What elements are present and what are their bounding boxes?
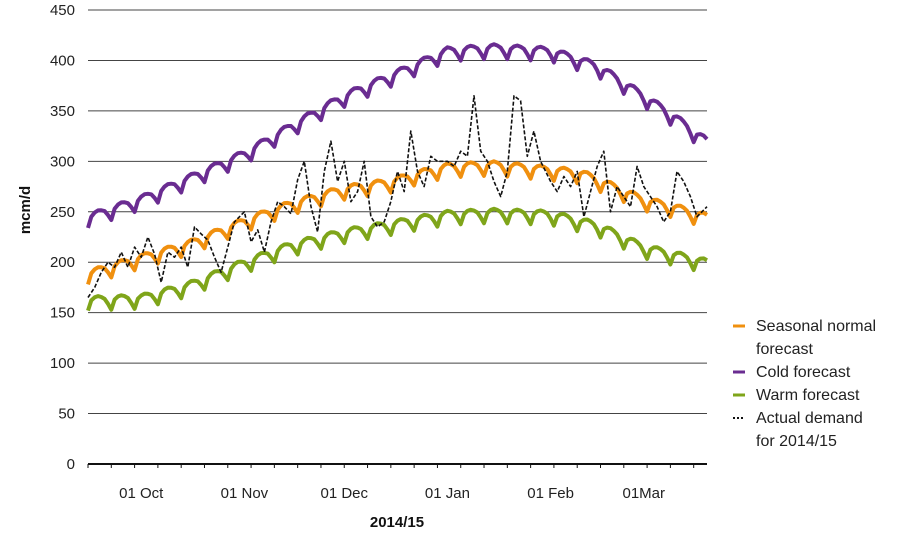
- series-line-1: [86, 42, 709, 229]
- series-line-3: [87, 95, 708, 298]
- x-tick-label: 01 Oct: [119, 485, 164, 502]
- y-axis-title: mcm/d: [17, 186, 34, 234]
- y-tick-label: 350: [50, 103, 75, 120]
- gridlines: [88, 9, 707, 415]
- y-tick-label: 200: [50, 254, 75, 271]
- x-tick-label: 01Mar: [623, 485, 666, 502]
- legend-label: for 2014/15: [756, 433, 837, 450]
- series-line-2: [86, 206, 708, 312]
- series-lines: [86, 42, 709, 312]
- legend-label: Cold forecast: [756, 364, 851, 381]
- y-tick-label: 300: [50, 153, 75, 170]
- x-tick-label: 01 Dec: [320, 485, 368, 502]
- legend-label: forecast: [756, 341, 813, 358]
- y-tick-label: 50: [58, 406, 75, 423]
- x-tick-label: 01 Feb: [527, 485, 574, 502]
- y-tick-label: 150: [50, 305, 75, 322]
- y-tick-label: 250: [50, 204, 75, 221]
- x-tick-label: 01 Jan: [425, 485, 470, 502]
- x-axis: 01 Oct 01 Nov 01 Dec 01 Jan 01 Feb 01Mar: [87, 463, 707, 502]
- legend-label: Seasonal normal: [756, 318, 876, 335]
- y-axis-ticks: 0 50 100 150 200 250 300 350 400 450: [50, 2, 75, 473]
- y-tick-label: 0: [67, 456, 75, 473]
- x-axis-title: 2014/15: [370, 514, 424, 531]
- legend-label: Actual demand: [756, 410, 863, 427]
- x-tick-label: 01 Nov: [221, 485, 269, 502]
- legend-label: Warm forecast: [756, 387, 860, 404]
- y-tick-label: 450: [50, 2, 75, 19]
- y-tick-label: 400: [50, 52, 75, 69]
- y-tick-label: 100: [50, 355, 75, 372]
- series-line-0: [86, 159, 709, 285]
- legend: Seasonal normal forecast Cold forecast Warm…: [733, 318, 876, 450]
